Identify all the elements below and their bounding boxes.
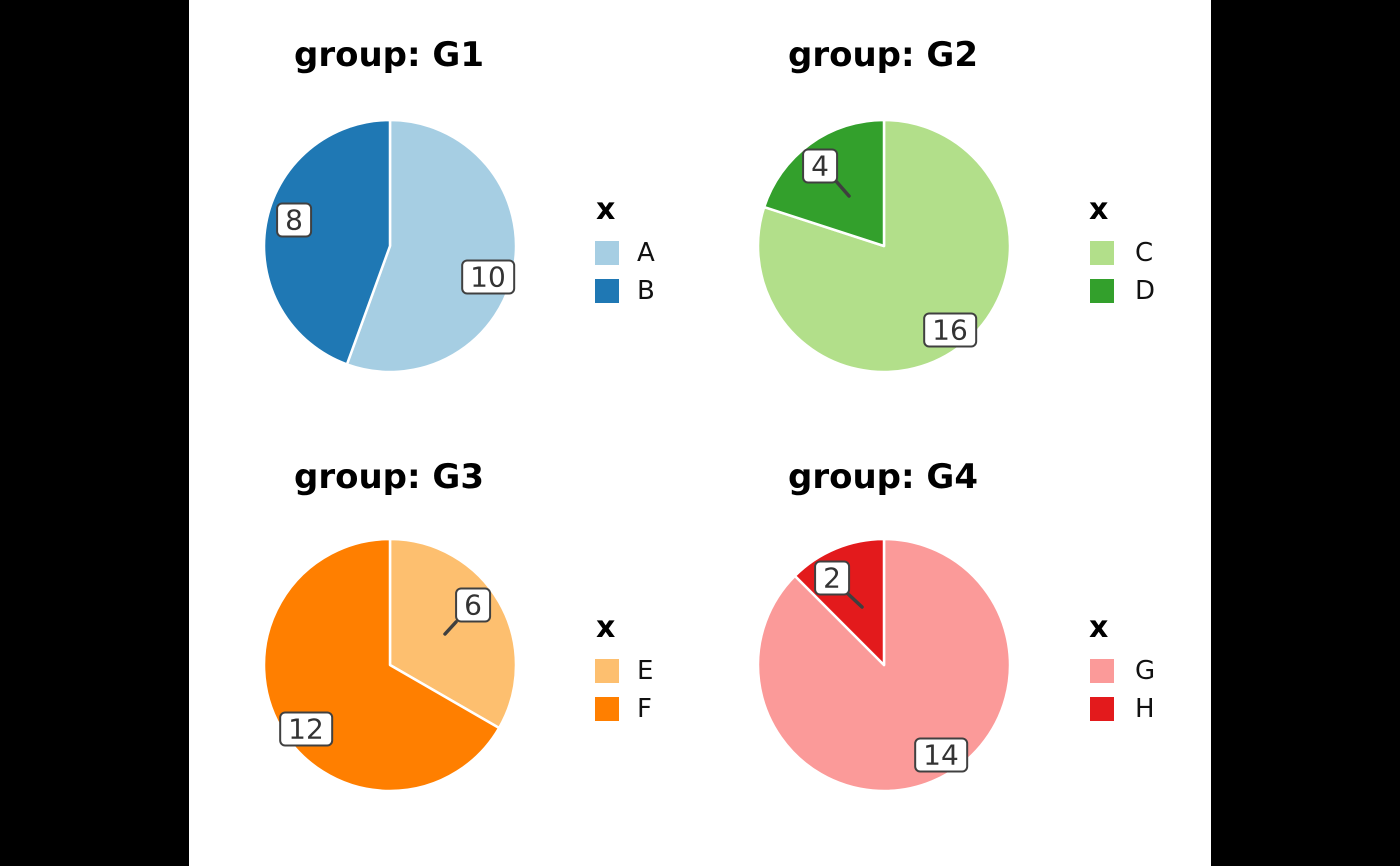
facet-title-g2: group: G2 xyxy=(787,35,979,75)
value-label-leader-D xyxy=(833,178,851,198)
value-label-E: 6 xyxy=(455,587,491,623)
value-label-H: 2 xyxy=(814,560,850,596)
facet-title-g1: group: G1 xyxy=(293,35,485,75)
legend-label-E: E xyxy=(637,656,654,686)
legend-swatch-F xyxy=(595,697,619,721)
legend-swatch-G xyxy=(1090,659,1114,683)
legend-title-g2: x xyxy=(1089,192,1109,227)
legend-label-D: D xyxy=(1135,276,1156,306)
legend-swatch-H xyxy=(1090,697,1114,721)
value-label-G: 14 xyxy=(914,737,968,773)
pie-slice-E xyxy=(388,537,518,730)
value-label-F: 12 xyxy=(279,711,333,747)
legend-label-C: C xyxy=(1135,238,1154,268)
legend-swatch-B xyxy=(595,279,619,303)
legend-swatch-D xyxy=(1090,279,1114,303)
value-label-C: 16 xyxy=(923,312,977,348)
legend-swatch-C xyxy=(1090,241,1114,265)
legend-label-B: B xyxy=(637,276,655,306)
value-label-leader-H xyxy=(844,590,864,609)
value-label-leader-E xyxy=(443,620,458,636)
legend-title-g3: x xyxy=(596,610,616,645)
value-label-D: 4 xyxy=(802,148,838,184)
legend-label-H: H xyxy=(1135,694,1155,724)
value-label-A: 10 xyxy=(461,259,515,295)
legend-label-G: G xyxy=(1135,656,1156,686)
legend-label-F: F xyxy=(637,694,652,724)
legend-title-g1: x xyxy=(596,192,616,227)
legend-title-g4: x xyxy=(1089,610,1109,645)
value-label-B: 8 xyxy=(276,202,312,238)
facet-title-g4: group: G4 xyxy=(787,457,979,497)
legend-swatch-E xyxy=(595,659,619,683)
legend-swatch-A xyxy=(595,241,619,265)
pie-slice-B xyxy=(262,118,392,366)
legend-label-A: A xyxy=(637,238,655,268)
facet-title-g3: group: G3 xyxy=(293,457,485,497)
